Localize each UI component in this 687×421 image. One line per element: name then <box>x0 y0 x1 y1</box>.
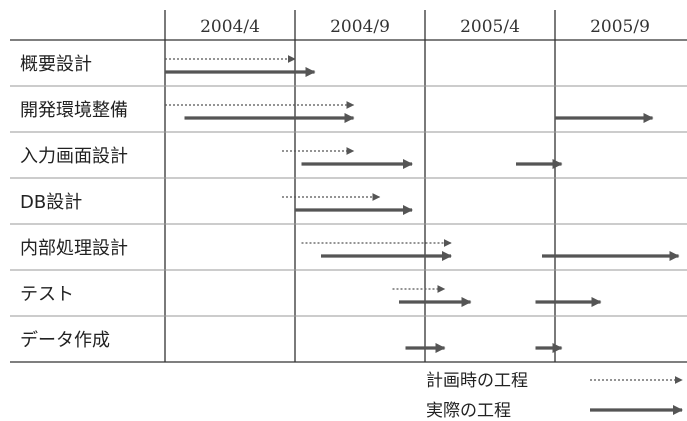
legend: 計画時の工程 実際の工程 <box>426 371 684 421</box>
task-label-6: データ作成 <box>20 330 110 351</box>
legend-actual-label: 実際の工程 <box>426 401 511 421</box>
task-label-5: テスト <box>20 284 74 305</box>
period-label-1: 2004/9 <box>330 17 390 37</box>
task-label-0: 概要設計 <box>20 54 92 75</box>
period-label-2: 2005/4 <box>460 17 520 37</box>
task-label-4: 内部処理設計 <box>20 238 128 259</box>
period-label-3: 2005/9 <box>590 17 650 37</box>
task-label-3: DB設計 <box>20 192 82 213</box>
task-label-2: 入力画面設計 <box>20 146 128 167</box>
task-bars <box>165 55 680 354</box>
period-header: 2004/4 2004/9 2005/4 2005/9 <box>200 17 650 37</box>
task-label-1: 開発環境整備 <box>20 100 128 121</box>
legend-planned-label: 計画時の工程 <box>426 371 528 391</box>
period-label-0: 2004/4 <box>200 17 260 37</box>
grid-lines <box>10 10 687 363</box>
